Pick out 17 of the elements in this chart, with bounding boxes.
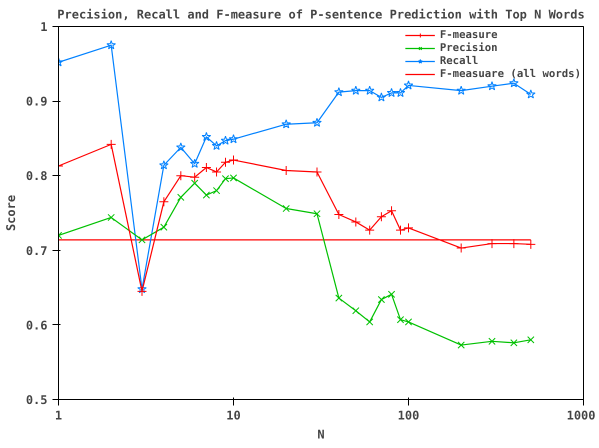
x-tick-label: 1000 — [566, 408, 596, 422]
x-tick-label: 10 — [226, 408, 241, 422]
y-tick-label: 0.5 — [26, 393, 48, 407]
y-tick-label: 0.8 — [26, 169, 48, 184]
legend-label: F-measuare (all words) — [440, 67, 581, 80]
y-axis-title: Score — [4, 194, 18, 232]
y-tick-label: 0.9 — [26, 94, 48, 109]
legend-label: Recall — [440, 54, 478, 67]
y-tick-label: 0.7 — [26, 244, 48, 258]
y-tick-label: 0.6 — [26, 318, 48, 332]
legend-label: F-measure — [440, 28, 498, 41]
x-tick-label: 100 — [398, 408, 420, 422]
x-tick-label: 1 — [54, 408, 62, 422]
chart-title: Precision, Recall and F-measure of P-sentence Prediction with Top N Words — [57, 8, 585, 22]
x-axis-title: N — [317, 428, 325, 442]
legend-label: Precision — [440, 41, 498, 54]
y-tick-label: 1 — [40, 20, 48, 34]
